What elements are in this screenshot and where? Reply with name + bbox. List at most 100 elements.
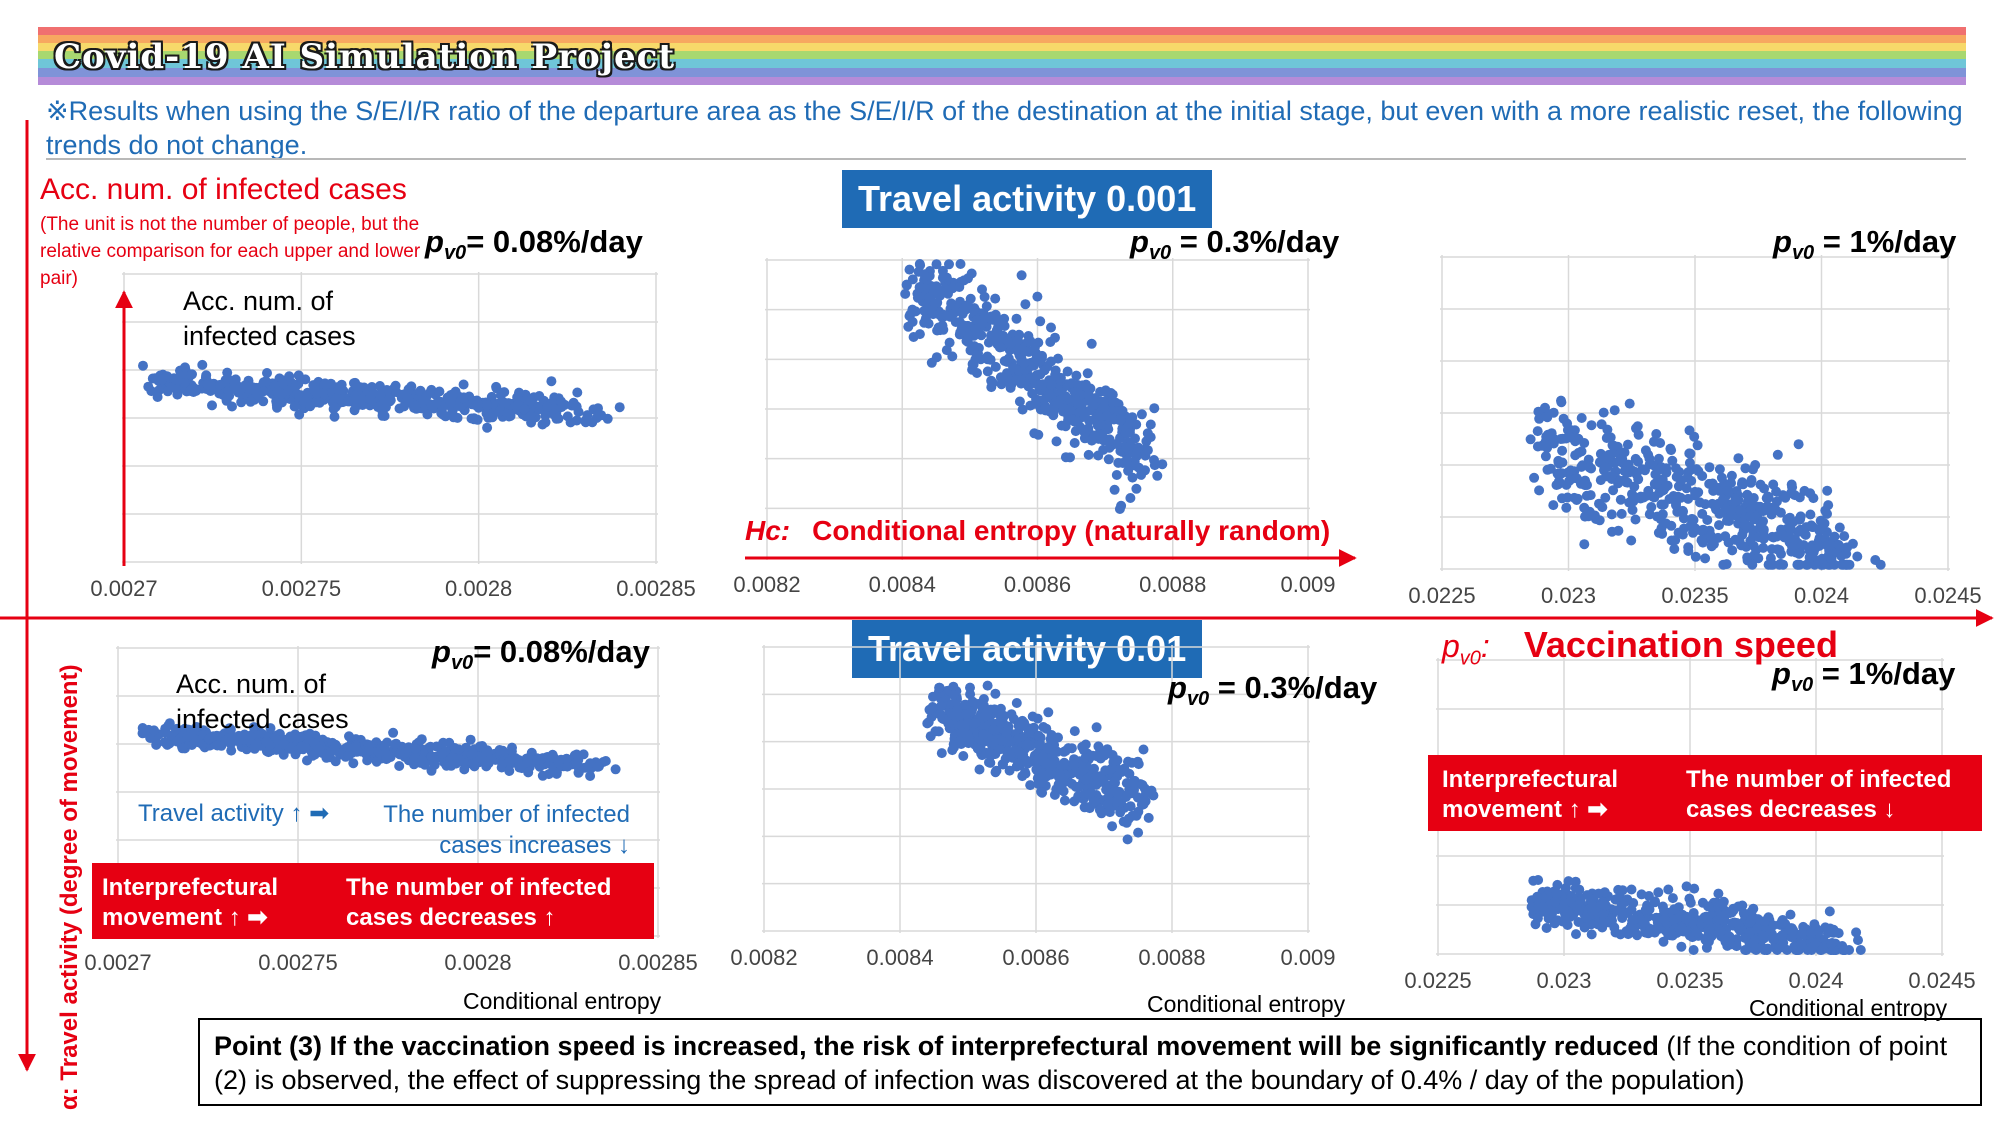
scatter-point — [1112, 788, 1123, 799]
scatter-point — [182, 731, 193, 742]
scatter-point — [1104, 436, 1115, 447]
scatter-point — [465, 734, 476, 745]
scatter-point — [1558, 902, 1569, 913]
scatter-point — [1582, 890, 1593, 901]
scatter-point — [1109, 776, 1120, 787]
scatter-point — [1744, 927, 1755, 938]
scatter-point — [1557, 445, 1568, 456]
scatter-point — [295, 732, 306, 742]
scatter-point — [1808, 493, 1819, 504]
scatter-point — [982, 366, 993, 377]
scatter-point — [1667, 893, 1678, 904]
scatter-point — [1814, 541, 1825, 551]
scatter-point — [477, 753, 488, 764]
scatter-point — [1586, 420, 1597, 431]
x-tick-label: 0.0028 — [444, 950, 512, 975]
scatter-point — [551, 768, 562, 779]
scatter-point — [229, 383, 240, 394]
scatter-point — [239, 729, 250, 740]
scatter-point — [1616, 508, 1627, 519]
axis-name-bottom-middle: Conditional entropy — [1147, 991, 1346, 1017]
scatter-point — [1627, 493, 1638, 504]
banner-stripe — [38, 51, 1966, 59]
travel-activity-top-box: Travel activity 0.001 — [842, 170, 1213, 228]
red-box-right-text: The number of infected cases decreases ↓ — [1686, 766, 1952, 823]
x-tick-label: 0.0245 — [1908, 968, 1976, 993]
scatter-point — [565, 417, 576, 428]
scatter-point — [1688, 945, 1699, 955]
note-text: ※Results when using the S/E/I/R ratio of… — [46, 96, 1963, 160]
scatter-point — [1080, 774, 1091, 785]
scatter-point — [971, 698, 982, 709]
scatter-point — [931, 259, 942, 270]
scatter-point — [1562, 418, 1573, 429]
scatter-point — [162, 739, 173, 750]
scatter-point — [388, 727, 399, 738]
pv-label-bottom-middle: pv0 = 0.3%/day — [1168, 670, 1377, 711]
scatter-point — [954, 736, 965, 747]
scatter-point — [1093, 741, 1104, 752]
banner-stripe — [38, 43, 1966, 51]
scatter-point — [350, 394, 361, 405]
x-tick-label: 0.0084 — [868, 572, 936, 597]
scatter-point — [173, 375, 183, 386]
scatter-point — [1626, 884, 1637, 895]
scatter-point — [457, 393, 468, 404]
scatter-point — [343, 750, 354, 760]
scatter-point — [1658, 484, 1669, 495]
scatter-point — [1666, 445, 1677, 456]
pv-sub: v0 — [1148, 242, 1172, 265]
scatter-point — [486, 754, 497, 765]
scatter-point — [519, 404, 530, 415]
scatter-point — [1138, 744, 1149, 755]
x-tick-label: 0.0088 — [1138, 945, 1206, 970]
scatter-point — [1091, 722, 1102, 733]
scatter-point — [1070, 426, 1081, 437]
vacc-symbol-p: p — [1442, 628, 1460, 664]
scatter-point — [1615, 929, 1626, 940]
scatter-point — [482, 422, 493, 433]
scatter-point — [1035, 740, 1045, 751]
scatter-point — [1653, 887, 1664, 898]
scatter-point — [1785, 909, 1796, 920]
scatter-point — [1734, 505, 1745, 516]
plot-label-bottom-left: Acc. num. of infected cases — [176, 669, 349, 734]
scatter-point — [1560, 915, 1571, 926]
scatter-plot-bottom-middle — [762, 645, 1310, 933]
point-box: Point (3) If the vaccination speed is in… — [198, 1018, 1982, 1106]
scatter-point — [483, 746, 494, 757]
scatter-point — [1152, 470, 1163, 481]
scatter-point — [240, 380, 251, 391]
scatter-point — [1102, 799, 1113, 810]
pv-value: = 0.3%/day — [1171, 224, 1340, 259]
scatter-plot-bottom-left — [116, 646, 660, 938]
scatter-point — [1029, 428, 1040, 439]
scatter-point — [1853, 935, 1863, 946]
scatter-point — [1675, 492, 1686, 503]
pv-label-top-middle: pv0 = 0.3%/day — [1130, 224, 1339, 265]
scatter-point — [1644, 453, 1655, 464]
scatter-point — [1833, 539, 1844, 550]
scatter-point — [448, 412, 459, 423]
scatter-point — [1053, 732, 1063, 743]
x-tick-label: 0.0225 — [1408, 583, 1476, 608]
scatter-point — [1111, 470, 1122, 480]
scatter-point — [1730, 534, 1741, 545]
scatter-point — [1545, 463, 1556, 474]
scatter-point — [948, 689, 959, 700]
vacc-symbol: pv0: — [1442, 628, 1490, 669]
scatter-point — [568, 397, 579, 408]
scatter-point — [1787, 926, 1798, 937]
scatter-point — [1714, 464, 1725, 475]
travel-activity-bottom-box: Travel activity 0.01 — [852, 620, 1203, 678]
scatter-point — [1001, 727, 1012, 738]
scatter-point — [540, 417, 551, 428]
scatter-point — [1575, 895, 1586, 906]
scatter-point — [1839, 531, 1850, 542]
scatter-point — [950, 317, 961, 327]
scatter-point — [978, 694, 989, 704]
scatter-point — [1617, 885, 1628, 896]
scatter-point — [1149, 460, 1160, 471]
scatter-point — [1534, 413, 1545, 424]
scatter-point — [1549, 897, 1560, 907]
